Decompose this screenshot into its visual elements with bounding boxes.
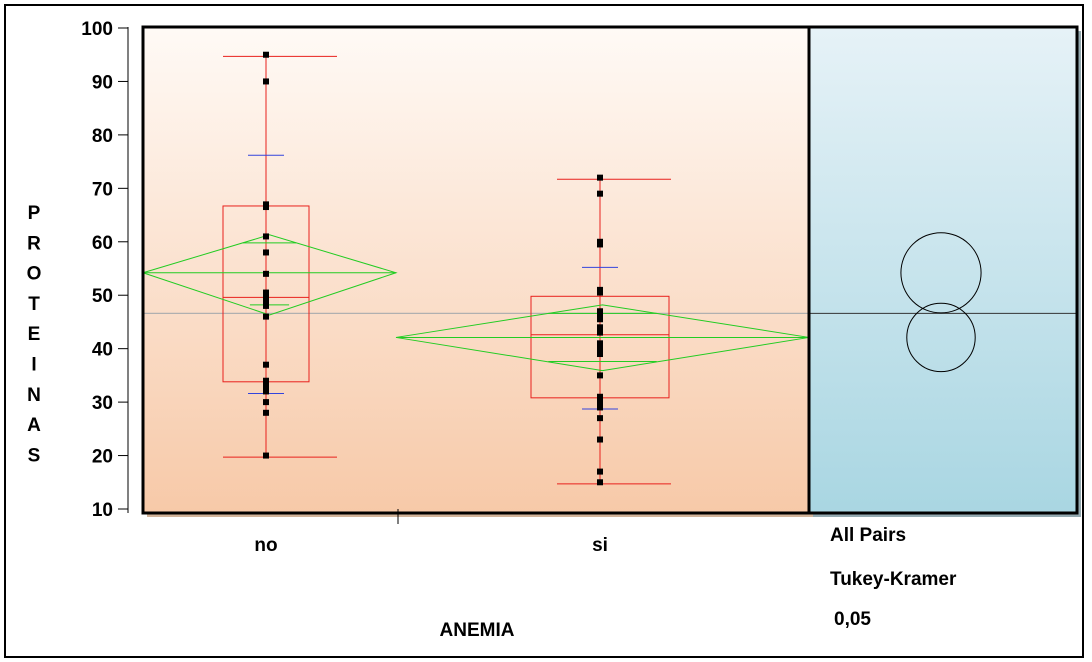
y-tick-label: 60 (92, 233, 113, 254)
data-point (263, 409, 269, 416)
y-axis-title-letter: O (27, 264, 42, 285)
comparison-label-line1: All Pairs (830, 525, 906, 546)
y-axis-title-letter: A (27, 415, 41, 436)
y-tick-label: 20 (92, 447, 113, 468)
y-axis-title-letter: R (27, 233, 41, 254)
y-axis-title-letter: E (28, 324, 41, 345)
y-tick-label: 70 (92, 179, 113, 200)
data-point (263, 361, 269, 368)
comparison-label-line3: 0,05 (834, 609, 871, 630)
data-point (263, 270, 269, 277)
data-point (597, 415, 603, 422)
x-tick-label: si (592, 535, 608, 556)
data-point (597, 468, 603, 475)
data-point (263, 249, 269, 256)
data-point (597, 372, 603, 379)
data-point (597, 404, 603, 411)
data-point (597, 308, 603, 315)
data-point (597, 479, 603, 486)
data-point (597, 289, 603, 296)
data-point (263, 383, 269, 390)
circles-background (809, 27, 1077, 513)
data-point (597, 399, 603, 406)
y-tick-label: 50 (92, 286, 113, 307)
data-point (597, 329, 603, 336)
data-point (597, 241, 603, 248)
data-point (263, 399, 269, 406)
data-point (597, 324, 603, 331)
y-tick-label: 40 (92, 340, 113, 361)
y-tick-label: 80 (92, 126, 113, 147)
data-point (263, 233, 269, 240)
data-point (597, 436, 603, 443)
y-axis-title-letter: I (31, 355, 36, 376)
y-tick-label: 100 (81, 19, 113, 40)
y-axis-title-letter: T (28, 294, 40, 315)
circles-border (807, 25, 1079, 515)
x-axis-title: ANEMIA (440, 620, 515, 641)
data-point (597, 174, 603, 181)
data-point (597, 351, 603, 358)
data-point (263, 452, 269, 459)
group-no (141, 51, 398, 459)
data-point (597, 345, 603, 352)
data-point (263, 78, 269, 85)
data-point (263, 292, 269, 299)
comparison-circle-si (906, 302, 976, 373)
data-point (263, 377, 269, 384)
data-point (263, 204, 269, 211)
y-axis-title-letter: S (28, 445, 41, 466)
data-point (597, 340, 603, 347)
comparison-circle-no (900, 232, 982, 314)
plot-background (143, 27, 809, 513)
data-point (263, 388, 269, 395)
data-point (263, 313, 269, 320)
data-point (263, 51, 269, 58)
y-tick-label: 90 (92, 72, 113, 93)
x-tick-label: no (254, 535, 277, 556)
y-axis-title-letter: P (28, 203, 41, 224)
data-point (597, 316, 603, 323)
group-si (395, 174, 810, 486)
y-tick-label: 30 (92, 393, 113, 414)
y-tick-label: 10 (92, 500, 113, 521)
comparison-label-line2: Tukey-Kramer (830, 569, 957, 590)
y-axis-title-letter: N (27, 385, 41, 406)
data-point (263, 302, 269, 309)
data-point (597, 190, 603, 197)
